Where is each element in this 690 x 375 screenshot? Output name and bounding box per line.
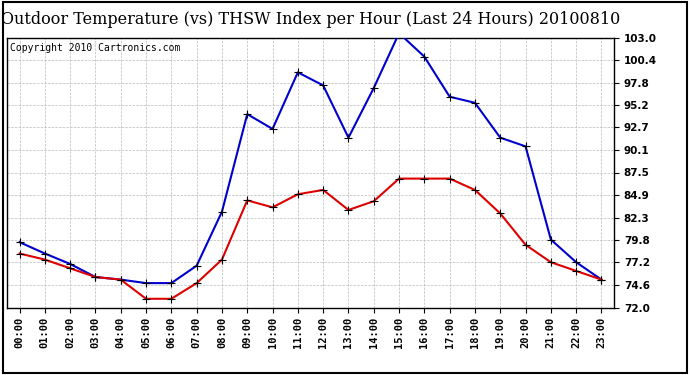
Text: Outdoor Temperature (vs) THSW Index per Hour (Last 24 Hours) 20100810: Outdoor Temperature (vs) THSW Index per …: [1, 11, 620, 28]
Text: Copyright 2010 Cartronics.com: Copyright 2010 Cartronics.com: [10, 43, 180, 53]
